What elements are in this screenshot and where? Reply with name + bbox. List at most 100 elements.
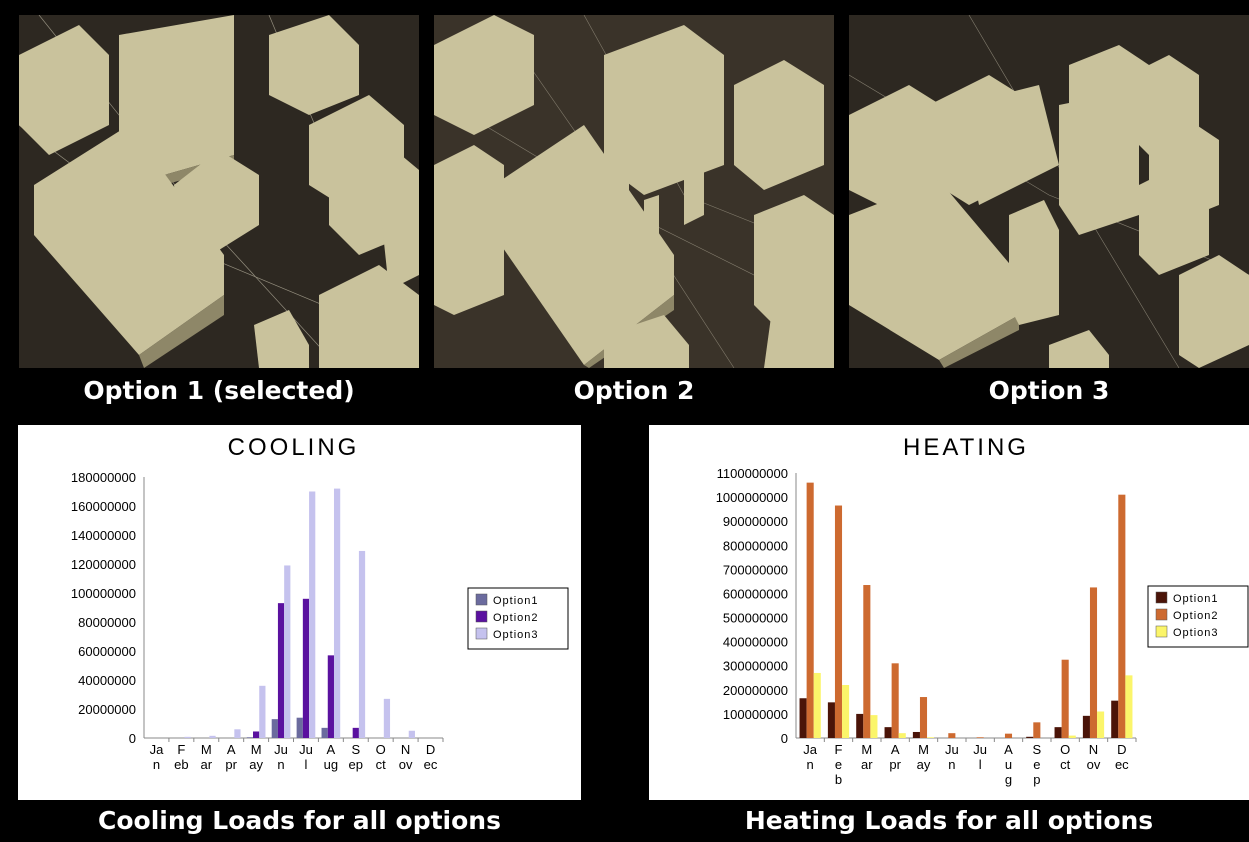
legend-label: Option3 xyxy=(1173,627,1219,639)
bar-option1 xyxy=(271,719,278,738)
legend-label: Option1 xyxy=(493,595,539,607)
render-caption-option-2: Option 2 xyxy=(573,376,695,405)
x-tick-label-line: g xyxy=(1005,772,1012,787)
x-tick-label-line: O xyxy=(376,742,386,757)
x-tick-label: Ja n xyxy=(150,742,165,772)
bar-option3 xyxy=(813,672,821,738)
render-option-1 xyxy=(19,15,419,368)
x-tick-label-line: Ja xyxy=(150,742,165,757)
bar-option1 xyxy=(1026,736,1034,738)
bar-option3 xyxy=(184,736,191,738)
x-tick-label-line: Ju xyxy=(274,742,288,757)
bar-option1 xyxy=(856,713,864,738)
bar-option3 xyxy=(383,698,391,738)
x-tick-label-line: n xyxy=(153,757,160,772)
x-tick-label-line: F xyxy=(177,742,185,757)
x-tick-label: Ja n xyxy=(803,742,818,772)
bar-option1 xyxy=(827,702,835,738)
y-tick-label: 1000000000 xyxy=(716,490,788,505)
bar-option3 xyxy=(408,730,415,738)
legend-swatch xyxy=(475,593,488,606)
bar-option3 xyxy=(842,685,850,738)
x-tick-label-line: ep xyxy=(349,757,363,772)
y-tick-label: 200000000 xyxy=(723,683,788,698)
bar-option1 xyxy=(912,731,920,738)
x-tick-label-line: Ju xyxy=(299,742,313,757)
bar-option2 xyxy=(1118,494,1126,738)
bar-option3 xyxy=(333,488,341,738)
cooling-chart-caption: Cooling Loads for all options xyxy=(98,806,501,835)
x-tick-label-line: A xyxy=(227,742,236,757)
x-tick-label-line: l xyxy=(979,757,982,772)
y-tick-label: 80000000 xyxy=(78,615,136,630)
x-tick-label: Ju l xyxy=(973,742,987,772)
x-tick-label-line: u xyxy=(1005,757,1012,772)
x-tick-label-line: S xyxy=(351,742,360,757)
y-tick-label: 20000000 xyxy=(78,702,136,717)
bar-option1 xyxy=(799,698,807,738)
x-tick-label-line: ug xyxy=(324,757,338,772)
bar-option3 xyxy=(927,737,935,738)
bar-option1 xyxy=(296,717,303,738)
bar-option3 xyxy=(1125,675,1133,738)
x-tick-label-line: ec xyxy=(424,757,438,772)
x-tick-label-line: M xyxy=(251,742,262,757)
y-tick-label: 400000000 xyxy=(723,635,788,650)
legend-label: Option2 xyxy=(493,612,539,624)
y-tick-label: 120000000 xyxy=(71,557,136,572)
y-tick-label: 300000000 xyxy=(723,659,788,674)
x-tick-label-line: ct xyxy=(376,757,387,772)
x-tick-label-line: M xyxy=(201,742,212,757)
y-tick-label: 180000000 xyxy=(71,470,136,485)
heating-chart: HEATING 0 100000000 200000000 300000000 40000… xyxy=(716,434,1249,787)
cooling-chart-panel: COOLING 0 20000000 40000000 60000000 80000000… xyxy=(18,425,581,800)
y-tick-label: 40000000 xyxy=(78,673,136,688)
x-tick-label-line: pr xyxy=(225,757,237,772)
x-tick-label-line: A xyxy=(891,742,900,757)
y-tick-label: 0 xyxy=(129,731,136,746)
x-tick-label-line: Ju xyxy=(973,742,987,757)
x-tick-label-line: M xyxy=(918,742,929,757)
y-tick-label: 800000000 xyxy=(723,538,788,553)
bar-option2 xyxy=(302,598,310,738)
bar-option2 xyxy=(834,505,843,738)
x-tick-label-line: eb xyxy=(174,757,188,772)
bar-option2 xyxy=(976,737,984,738)
y-tick-label: 60000000 xyxy=(78,644,136,659)
x-tick-label-line: ay xyxy=(249,757,263,772)
render-caption-option-1: Option 1 (selected) xyxy=(83,376,355,405)
chart-title: COOLING xyxy=(228,434,360,461)
y-tick-label: 900000000 xyxy=(723,514,788,529)
heating-chart-caption: Heating Loads for all options xyxy=(744,806,1154,835)
x-tick-label-line: n xyxy=(948,757,955,772)
bar-option3 xyxy=(309,491,316,738)
x-tick-label-line: ov xyxy=(1087,757,1101,772)
x-tick-label-line: D xyxy=(1117,742,1126,757)
y-tick-label: 0 xyxy=(781,731,788,746)
legend-swatch xyxy=(1155,608,1168,621)
bar-option3 xyxy=(234,729,241,738)
x-tick-label-line: F xyxy=(835,742,843,757)
x-tick-label-line: N xyxy=(401,742,410,757)
x-tick-label-line: b xyxy=(835,772,842,787)
bar-option2 xyxy=(277,603,285,738)
bar-option3 xyxy=(870,715,878,738)
y-tick-label: 500000000 xyxy=(723,611,788,626)
x-tick-label-line: O xyxy=(1060,742,1070,757)
legend-label: Option2 xyxy=(1173,610,1219,622)
x-tick-label-line: Ju xyxy=(945,742,959,757)
bar-option3 xyxy=(1097,711,1105,738)
x-tick-label-line: ar xyxy=(861,757,873,772)
chart-title: HEATING xyxy=(903,434,1029,461)
x-tick-label: Ju n xyxy=(945,742,959,772)
